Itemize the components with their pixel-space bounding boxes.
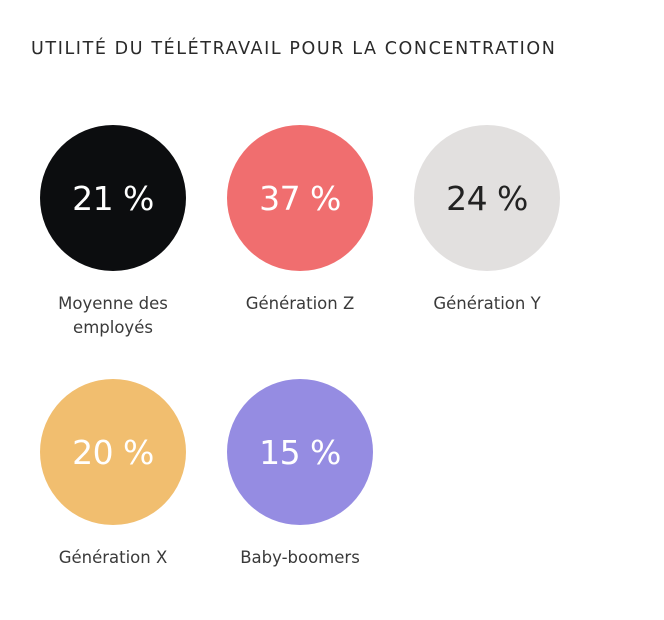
- chart-title: UTILITÉ DU TÉLÉTRAVAIL POUR LA CONCENTRA…: [31, 39, 557, 59]
- stat-label-baby-boomers: Baby-boomers: [240, 548, 360, 567]
- stat-value-gen-x: 20 %: [72, 432, 154, 472]
- stat-label-gen-x: Génération X: [58, 548, 168, 567]
- stat-circle-gen-x: 20 %: [40, 379, 186, 525]
- stat-circle-gen-z: 37 %: [227, 125, 373, 271]
- stat-label-gen-y: Génération Y: [433, 294, 541, 313]
- stat-baby-boomers: 15 % Baby-boomers: [205, 379, 395, 570]
- stat-circle-moyenne: 21 %: [40, 125, 186, 271]
- stat-value-gen-y: 24 %: [446, 178, 528, 218]
- stat-circle-gen-y: 24 %: [414, 125, 560, 271]
- stat-moyenne: 21 % Moyenne des employés: [18, 125, 208, 340]
- stat-label-gen-z: Génération Z: [245, 294, 355, 313]
- stat-circle-baby-boomers: 15 %: [227, 379, 373, 525]
- stat-gen-z: 37 % Génération Z: [205, 125, 395, 316]
- stat-label-moyenne: Moyenne des employés: [58, 294, 168, 337]
- stat-value-moyenne: 21 %: [72, 178, 154, 218]
- stat-gen-x: 20 % Génération X: [18, 379, 208, 570]
- stat-gen-y: 24 % Génération Y: [392, 125, 582, 316]
- stat-value-gen-z: 37 %: [259, 178, 341, 218]
- stat-value-baby-boomers: 15 %: [259, 432, 341, 472]
